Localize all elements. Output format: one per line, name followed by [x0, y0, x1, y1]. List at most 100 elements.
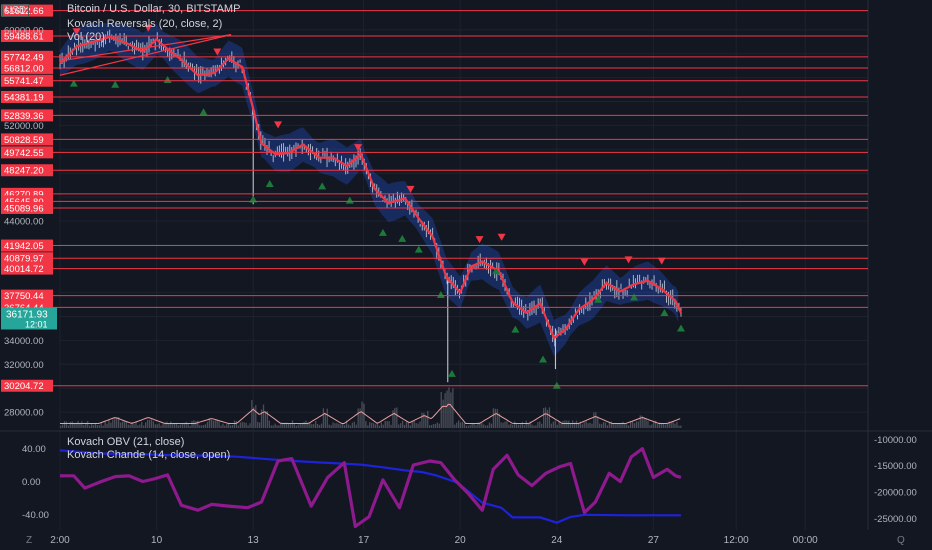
volume-bar	[177, 425, 180, 428]
bullish-reversal-marker	[492, 267, 501, 275]
currency-badge[interactable]: USD	[2, 4, 30, 17]
bullish-reversal-marker	[414, 245, 423, 253]
volume-bar	[316, 423, 319, 428]
level-label	[1, 133, 53, 146]
volume-bar	[274, 423, 276, 428]
volume-bar	[502, 422, 504, 428]
volume-bar	[272, 425, 274, 428]
volume-bar	[365, 421, 367, 428]
volume-bar	[228, 422, 230, 428]
bearish-reversal-marker	[475, 236, 484, 244]
grid	[59, 0, 868, 530]
volume-bar	[148, 419, 151, 428]
volume-bar	[490, 423, 493, 428]
volume-bar	[60, 425, 62, 428]
volume-bar	[291, 420, 294, 428]
volume-bar	[87, 420, 89, 428]
study-volume[interactable]: Vol (20)	[67, 31, 105, 43]
volume-bar	[504, 421, 506, 428]
bullish-reversal-marker	[447, 369, 456, 377]
volume-bar	[488, 422, 491, 428]
volume-bar	[417, 423, 419, 428]
volume-bar	[628, 425, 630, 428]
volume-bar	[575, 420, 578, 428]
volume-bar	[96, 425, 99, 428]
volume-bar	[579, 421, 582, 428]
indicator-pane: 40.00 0.00 -40.00 -10000.00 -15000.00 -20000.…	[22, 435, 917, 529]
volume-bar	[465, 425, 468, 428]
volume-bar	[212, 420, 214, 428]
price-tick-label: 32000.00	[4, 360, 44, 371]
volume-bar	[485, 425, 487, 428]
volume-bar	[119, 422, 122, 428]
volume-bar	[477, 422, 479, 428]
level-label	[1, 262, 53, 275]
volume-bar	[635, 421, 638, 428]
volume-bar	[529, 421, 531, 428]
study-kovach-obv[interactable]: Kovach OBV (21, close)	[67, 436, 185, 448]
time-tick-label: 17	[358, 535, 370, 546]
volume-bar	[566, 420, 568, 428]
volume-bar	[668, 421, 670, 428]
volume-bar	[372, 423, 375, 428]
volume-bar	[591, 423, 593, 428]
volume-bar	[301, 422, 303, 428]
level-label	[1, 90, 53, 103]
bullish-reversal-marker	[69, 79, 78, 87]
volume-bar	[195, 421, 197, 428]
volume-bar	[168, 423, 170, 428]
time-tick-label: 20	[455, 535, 467, 546]
volume-bar	[444, 393, 446, 428]
volume-bar	[237, 425, 240, 428]
volume-bar	[554, 420, 556, 428]
volume-bar	[639, 415, 641, 428]
volume-bar	[253, 407, 255, 428]
volume-bar	[436, 422, 439, 428]
volume-ma-line	[60, 403, 681, 424]
timezone-icon[interactable]: Z	[26, 535, 33, 546]
volume-bar	[133, 424, 135, 428]
volume-bar	[231, 425, 234, 428]
volume-bar	[94, 422, 97, 428]
search-icon[interactable]: Q	[897, 535, 905, 546]
volume-bar	[500, 422, 502, 428]
volume-bar	[320, 423, 323, 428]
volume-bar	[92, 425, 95, 428]
countdown-text: 12:01	[25, 319, 48, 329]
chande-tick-label: 0.00	[22, 477, 41, 488]
volume-bar	[345, 420, 348, 428]
volume-bar	[172, 423, 174, 428]
volume-bar	[204, 424, 207, 428]
bullish-reversal-marker	[249, 195, 258, 203]
volume-bar	[81, 421, 83, 428]
study-kovach-chande[interactable]: Kovach Chande (14, close, open)	[67, 449, 231, 461]
volume-bar	[390, 424, 392, 428]
volume-bar	[450, 392, 452, 428]
volume-bar	[388, 421, 390, 428]
volume-bar	[187, 422, 189, 428]
volume-bar	[262, 404, 265, 428]
bullish-reversal-marker	[199, 108, 208, 116]
volume-bar	[517, 424, 520, 428]
study-kovach-reversals[interactable]: Kovach Reversals (20, close, 2)	[67, 18, 223, 30]
volume-bar	[531, 424, 533, 428]
last-price-label	[1, 307, 57, 330]
volume-bar	[546, 409, 549, 428]
volume-bar	[409, 425, 411, 428]
volume-bar	[629, 421, 632, 428]
level-label-text: 37750.44	[4, 291, 44, 302]
volume-bar	[286, 422, 288, 428]
volume-bar	[276, 425, 278, 428]
volume-bar	[496, 409, 498, 428]
bullish-reversal-marker	[677, 324, 685, 332]
volume-bar	[430, 425, 433, 428]
volume-bar	[413, 420, 415, 428]
volume-bar	[222, 423, 224, 428]
volume-bar	[141, 421, 143, 428]
volume-bar	[626, 424, 628, 428]
level-label	[1, 146, 53, 159]
volume-pane	[60, 387, 682, 428]
volume-bar	[544, 407, 547, 428]
level-label-text: 57742.49	[4, 52, 44, 63]
